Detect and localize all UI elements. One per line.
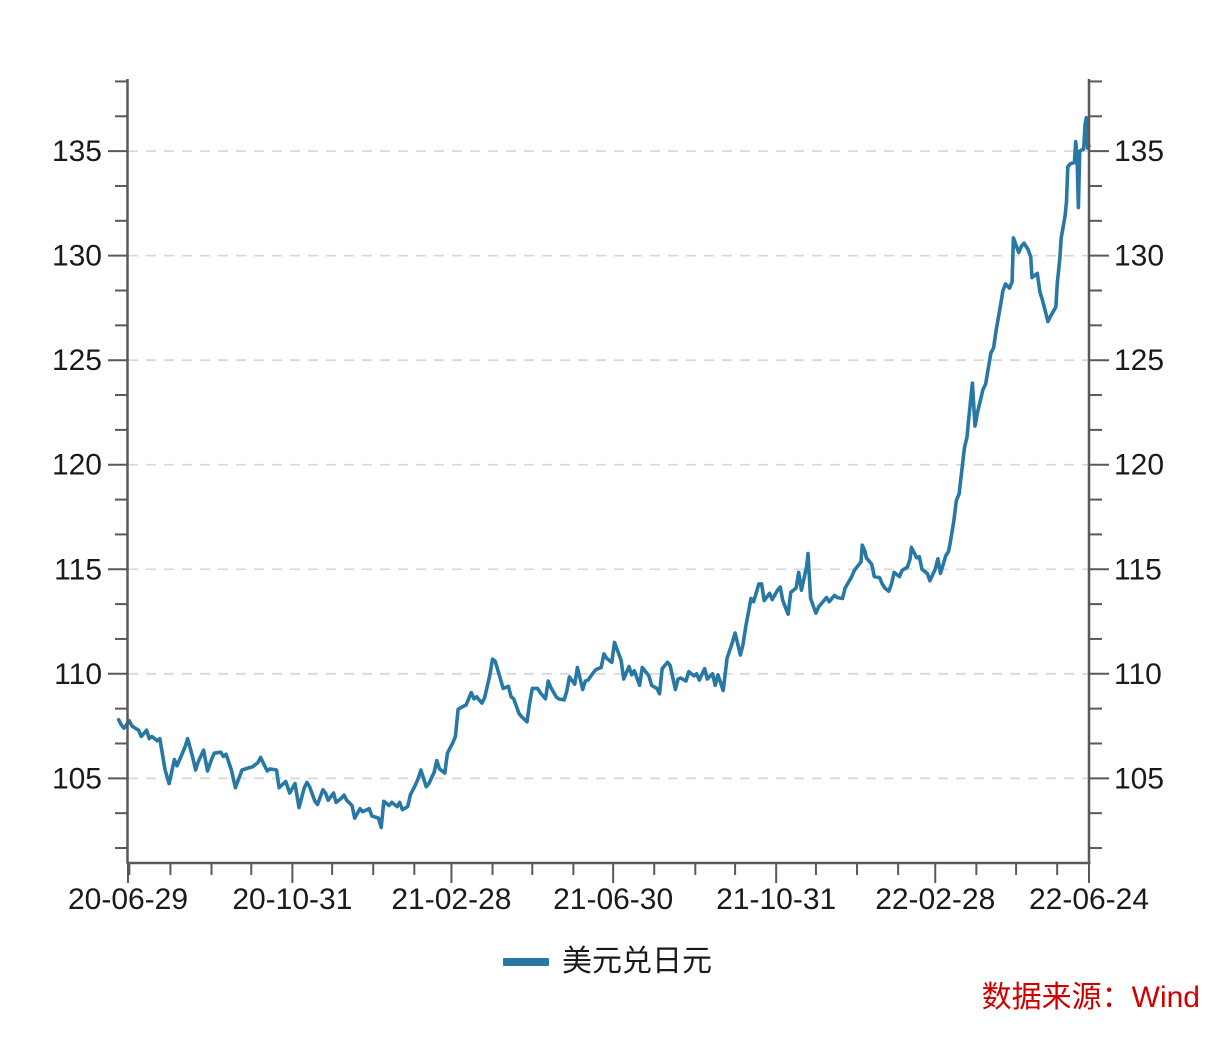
y-tick-label-right: 120 [1114,449,1164,482]
y-tick-label-left: 120 [52,449,102,482]
y-tick-label-right: 125 [1114,344,1164,377]
axes [126,79,1091,865]
x-tick-label: 20-10-31 [232,883,352,916]
x-tick-label: 21-06-30 [553,883,673,916]
y-tick-label-left: 130 [52,240,102,273]
y-tick-label-right: 110 [1114,658,1162,691]
y-tick-label-right: 135 [1114,135,1164,168]
y-tick-label-right: 105 [1114,762,1164,795]
y-tick-label-left: 110 [54,658,102,691]
y-tick-label-left: 135 [52,135,102,168]
y-tick-label-right: 130 [1114,240,1164,273]
y-tick-label-left: 125 [52,344,102,377]
x-tick-label: 21-10-31 [716,883,836,916]
x-tick-label: 20-06-29 [68,883,188,916]
x-tick-label: 22-02-28 [875,883,995,916]
y-tick-label-right: 115 [1114,553,1162,586]
source-note: 数据来源：Wind [981,981,1200,1014]
y-tick-label-left: 105 [52,762,102,795]
y-tick-label-left: 115 [54,553,102,586]
y-axis-ticks-and-labels: 105 105 110 110 115 115 120 120 125 125 130 130 135 1… [52,80,1164,850]
x-tick-label: 21-02-28 [391,883,511,916]
x-tick-label: 22-06-24 [1029,883,1149,916]
gridlines [128,150,1089,780]
series-line-usd-jpy [116,115,1091,830]
x-axis-ticks-and-labels: 20-06-29 20-10-31 21-02-28 21-06-30 21-10-31… [68,863,1149,916]
